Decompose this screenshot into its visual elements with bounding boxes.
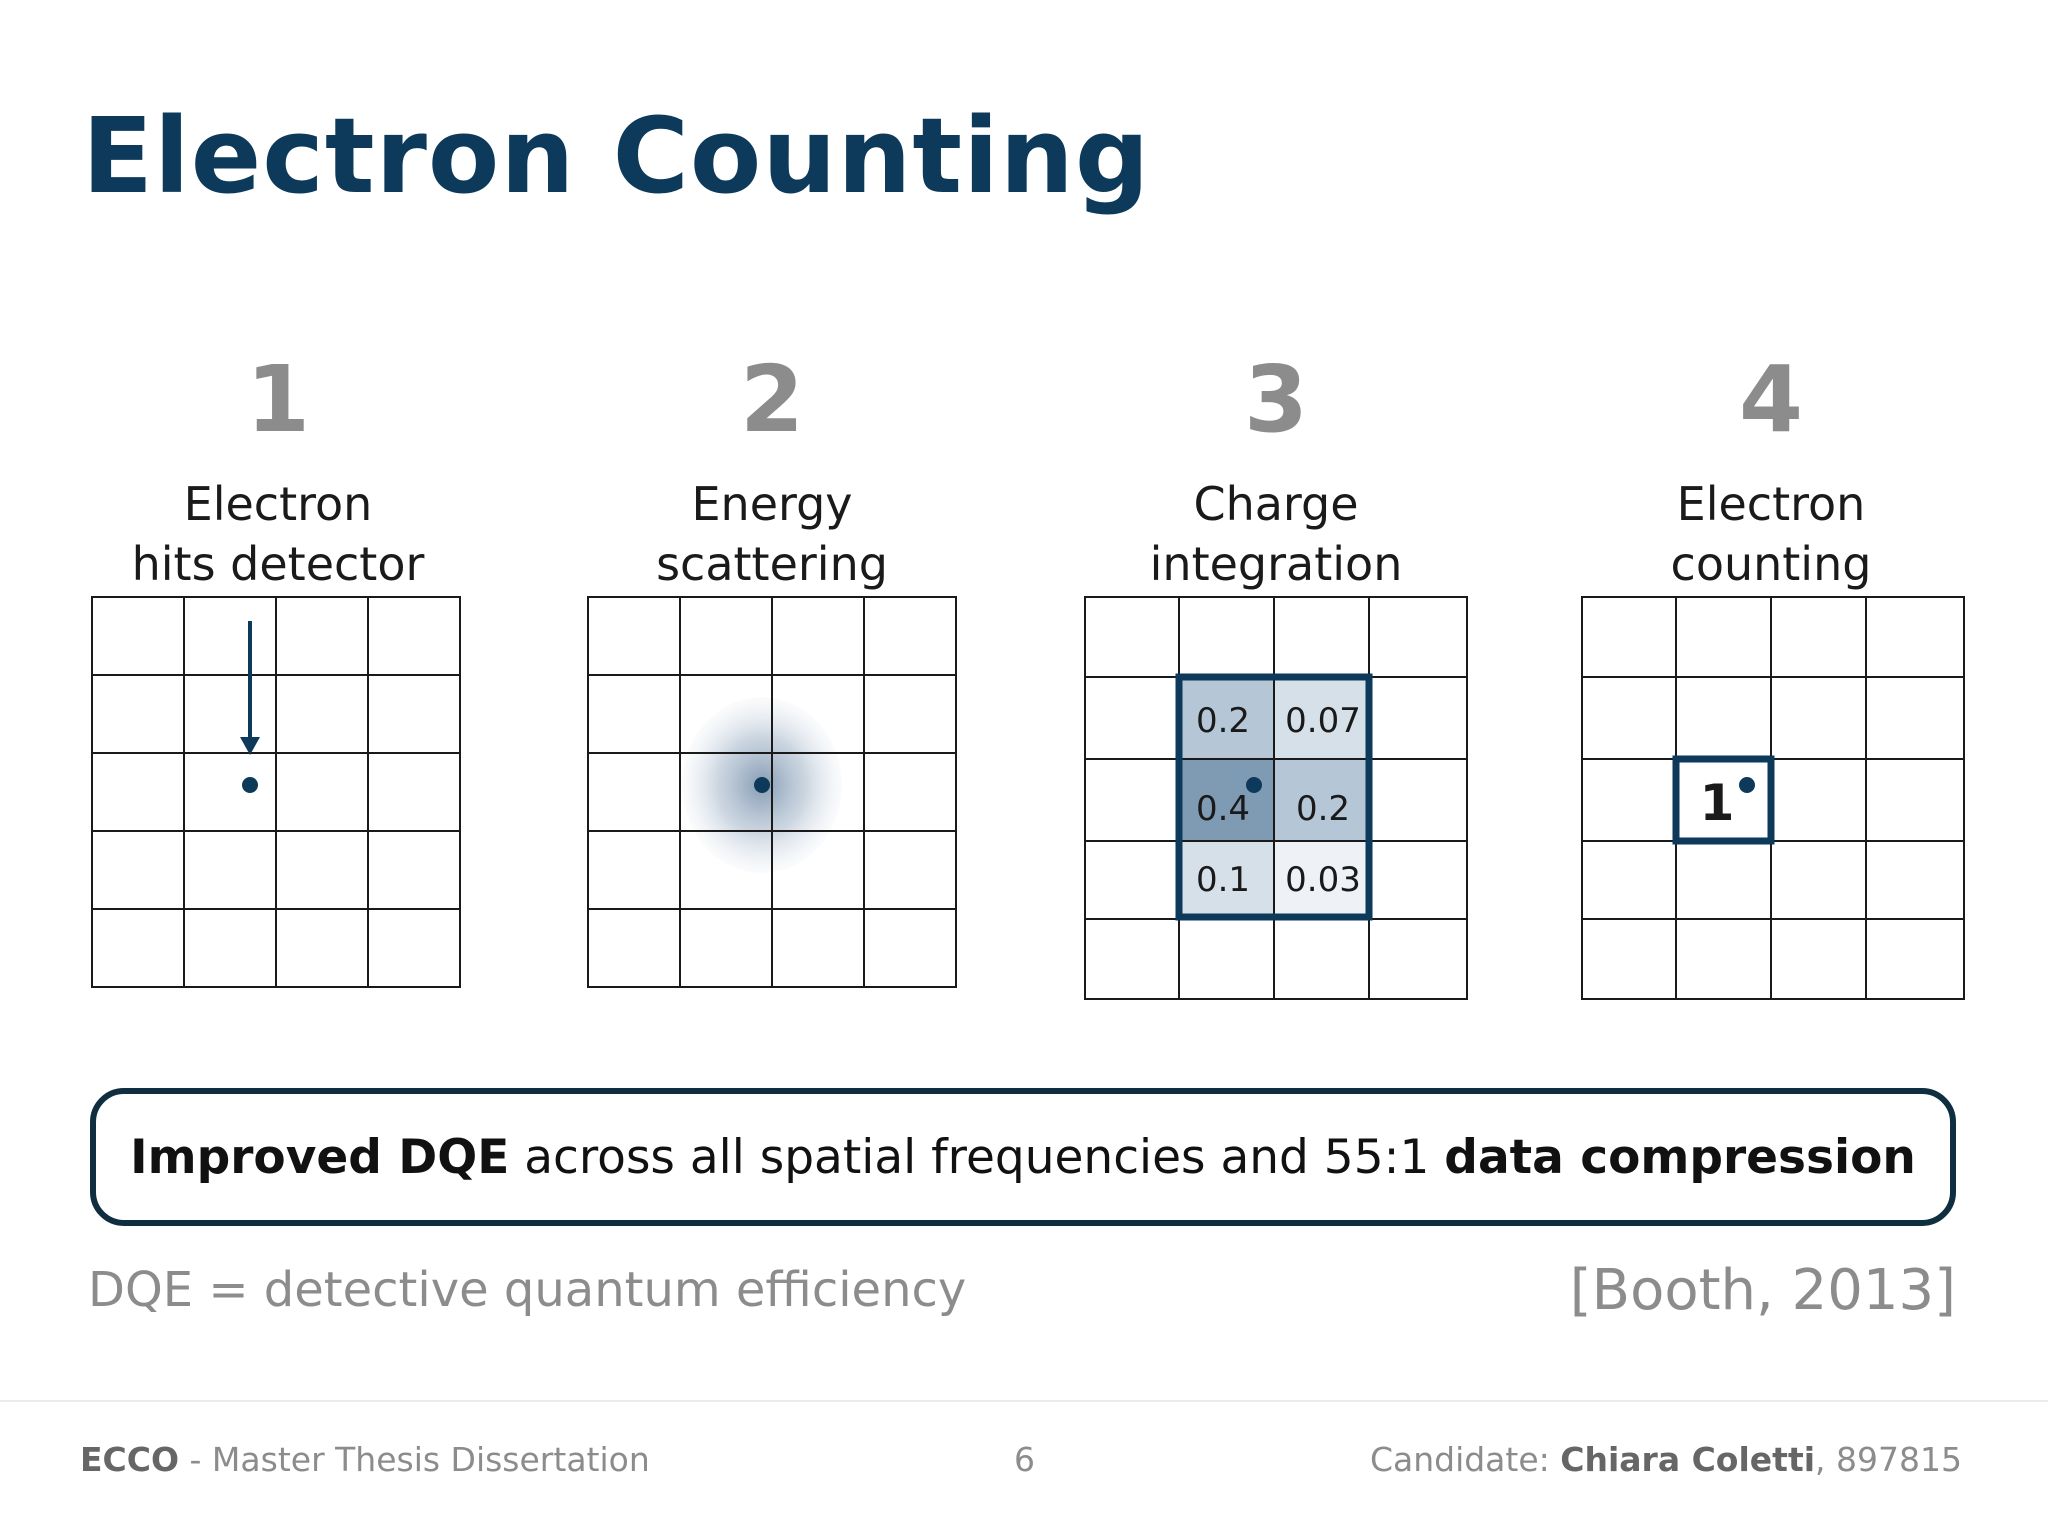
step-3-number: 3 <box>1243 346 1308 453</box>
charge-value-3: 0.2 <box>1296 789 1350 829</box>
slide-title: Electron Counting <box>82 95 1151 217</box>
charge-value-1: 0.07 <box>1285 701 1361 741</box>
step-2-label-line2: scattering <box>656 537 888 591</box>
counted-pixel <box>1672 755 1775 845</box>
step-1-label-line2: hits detector <box>131 537 425 591</box>
step-1-number: 1 <box>245 346 310 453</box>
charge-value-2: 0.4 <box>1196 789 1250 829</box>
footer-candidate-name: Chiara Coletti <box>1560 1440 1816 1479</box>
step-4-label-line2: counting <box>1670 537 1872 591</box>
integration-window <box>1175 673 1373 921</box>
step-3-label-line1: Charge <box>1193 477 1359 531</box>
step-2-header: 2 Energy scattering <box>552 350 992 594</box>
step-4-label-line1: Electron <box>1676 477 1866 531</box>
grid-electron-hit <box>91 596 461 988</box>
grid-lines <box>91 596 461 988</box>
step-2-number: 2 <box>739 346 804 453</box>
summary-callout: Improved DQE across all spatial frequenc… <box>90 1088 1956 1226</box>
callout-bold-compression: data compression <box>1444 1129 1916 1185</box>
count-value: 1 <box>1700 774 1735 832</box>
dqe-definition: DQE = detective quantum efficiency <box>88 1262 967 1318</box>
footer-subtitle: - Master Thesis Dissertation <box>179 1440 650 1479</box>
charge-cell-3 <box>1274 759 1369 841</box>
grid-charge-integration: 0.2 0.07 0.4 0.2 0.1 0.03 <box>1084 596 1468 1000</box>
electron-dot <box>754 777 770 793</box>
step-3-label-line2: integration <box>1149 537 1403 591</box>
step-4-number: 4 <box>1738 346 1803 453</box>
charge-value-0: 0.2 <box>1196 701 1250 741</box>
arrow-head-icon <box>240 737 260 755</box>
footer-candidate-id: , 897815 <box>1815 1440 1962 1479</box>
footer-right: Candidate: Chiara Coletti, 897815 <box>1370 1440 1962 1479</box>
charge-value-5: 0.03 <box>1285 860 1361 900</box>
grid-electron-counting: 1 <box>1581 596 1965 1000</box>
electron-dot <box>1246 777 1262 793</box>
footer-left: ECCO - Master Thesis Dissertation <box>80 1440 650 1479</box>
charge-cell-1 <box>1274 677 1369 759</box>
page-number: 6 <box>1014 1440 1035 1479</box>
charge-cell-5 <box>1274 841 1369 915</box>
charge-cell-4 <box>1179 841 1274 915</box>
step-2-label-line1: Energy <box>691 477 853 531</box>
step-4-header: 4 Electron counting <box>1551 350 1991 594</box>
footer-project: ECCO <box>80 1440 180 1479</box>
step-3-header: 3 Charge integration <box>1056 350 1496 594</box>
footer-candidate-label: Candidate: <box>1369 1440 1561 1479</box>
citation: [Booth, 2013] <box>1569 1258 1956 1323</box>
electron-dot <box>1739 777 1755 793</box>
grid-energy-scattering <box>587 596 957 988</box>
step-1-header: 1 Electron hits detector <box>58 350 498 594</box>
step-1-label-line1: Electron <box>183 477 373 531</box>
callout-text: across all spatial frequencies and 55:1 <box>509 1129 1445 1185</box>
grid-lines <box>587 596 957 988</box>
charge-value-4: 0.1 <box>1196 860 1250 900</box>
footer-divider <box>0 1400 2048 1402</box>
charge-cell-2 <box>1179 759 1274 841</box>
callout-bold-dqe: Improved DQE <box>130 1129 510 1185</box>
charge-cell-0 <box>1179 677 1274 759</box>
grid-lines <box>1084 596 1468 1000</box>
electron-dot <box>242 777 258 793</box>
